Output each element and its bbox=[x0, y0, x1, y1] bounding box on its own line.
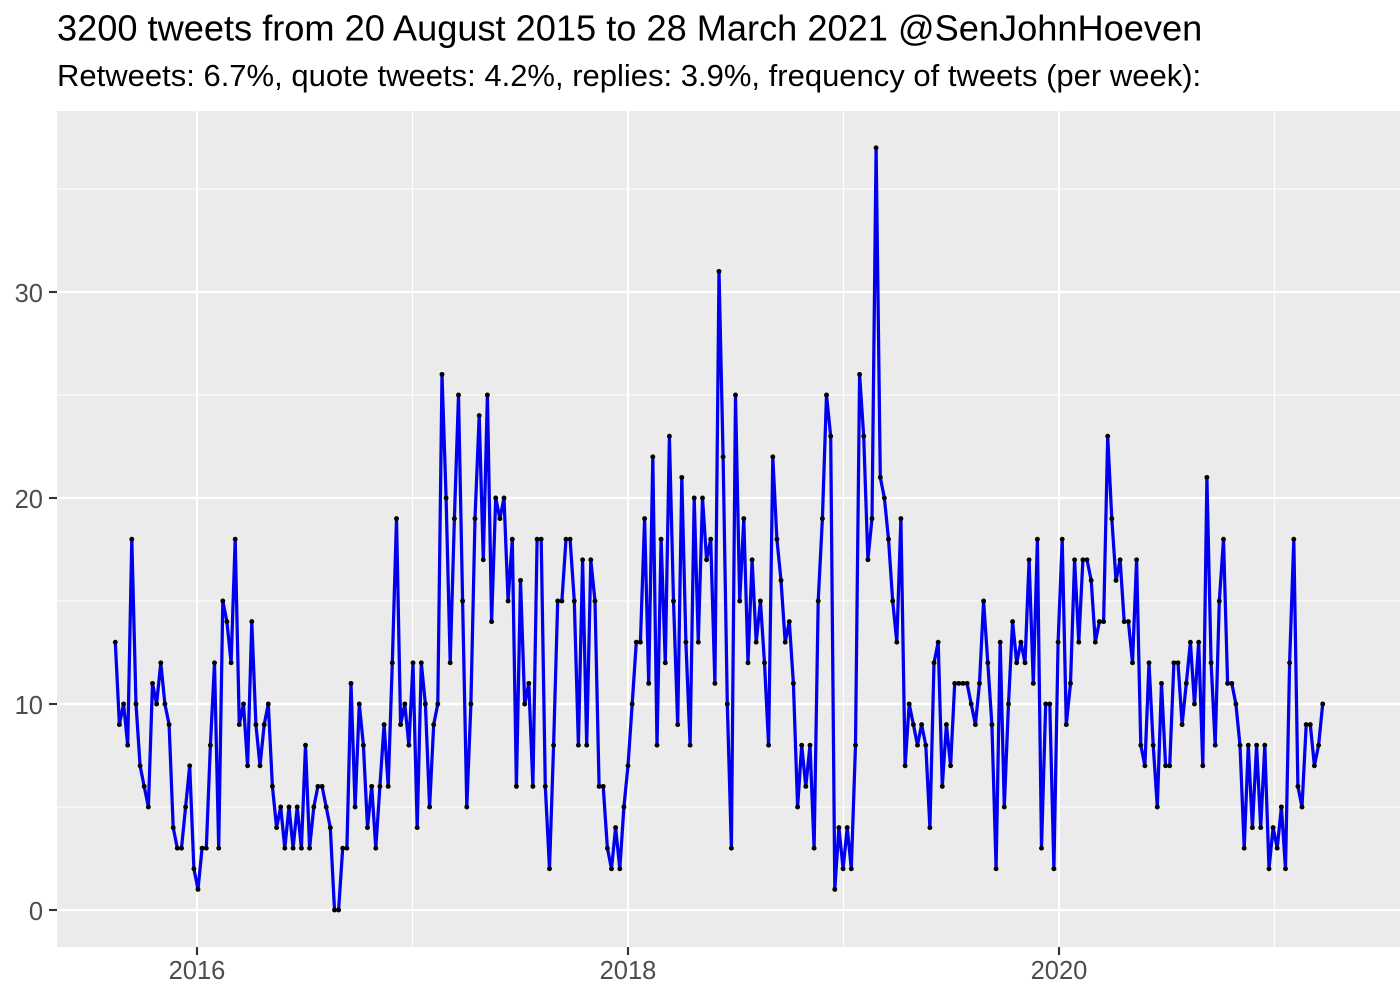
svg-text:30: 30 bbox=[15, 280, 43, 308]
svg-text:2018: 2018 bbox=[600, 957, 657, 985]
svg-text:10: 10 bbox=[15, 692, 43, 720]
svg-text:Retweets: 6.7%, quote tweets:: Retweets: 6.7%, quote tweets: 4.2%, repl… bbox=[57, 58, 1201, 93]
svg-text:20: 20 bbox=[15, 486, 43, 514]
svg-text:2016: 2016 bbox=[169, 957, 226, 985]
svg-text:3200 tweets from 20 August 201: 3200 tweets from 20 August 2015 to 28 Ma… bbox=[57, 8, 1202, 49]
svg-text:0: 0 bbox=[29, 898, 43, 926]
svg-text:2020: 2020 bbox=[1031, 957, 1088, 985]
